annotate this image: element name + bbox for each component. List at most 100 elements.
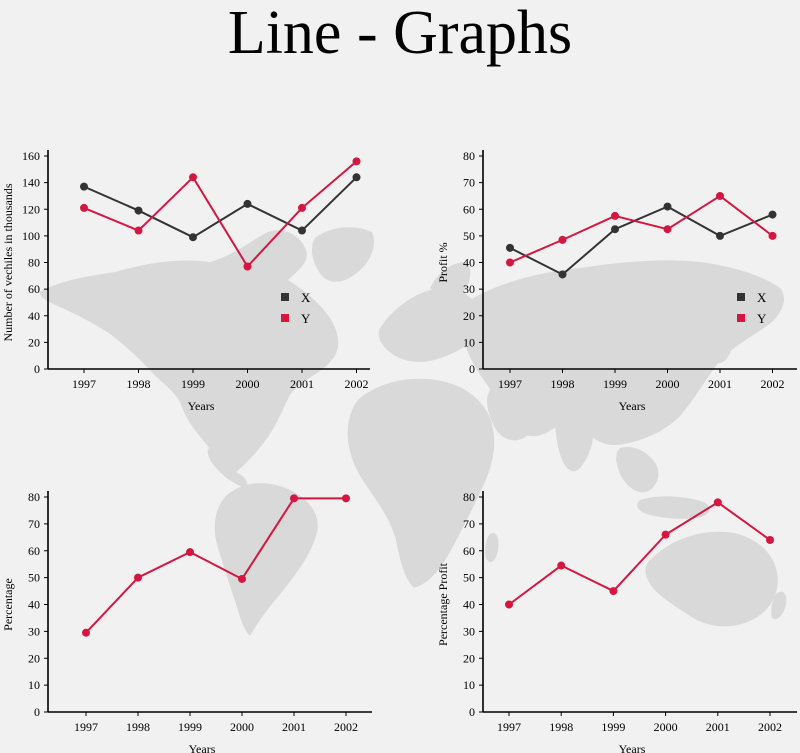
x-axis-label: Years <box>619 399 646 413</box>
map-india <box>555 402 594 472</box>
data-point <box>505 600 513 609</box>
map-africa <box>347 378 495 588</box>
y-tick-label: 50 <box>463 229 475 243</box>
y-tick-label: 140 <box>22 176 40 190</box>
y-tick-label: 160 <box>22 149 40 163</box>
y-tick-label: 60 <box>463 202 475 216</box>
data-point <box>768 210 777 219</box>
data-point <box>352 157 361 166</box>
x-tick-label: 2002 <box>758 720 782 734</box>
x-axis-label: Years <box>619 742 646 753</box>
y-axis-label: Number of vechiles in thousands <box>1 183 15 341</box>
x-tick-label: 1997 <box>72 377 96 391</box>
y-tick-label: 40 <box>28 598 40 612</box>
data-point <box>352 173 361 182</box>
chart-3: 0 10 20 30 40 50 60 70 80 1997 1998 1999 2000 2001 200… <box>1 490 372 753</box>
series-line <box>85 497 346 634</box>
data-point <box>134 573 142 582</box>
x-axis-label: Years <box>189 742 216 753</box>
data-point <box>186 548 194 557</box>
y-tick-label: 0 <box>34 362 40 376</box>
series-line <box>83 160 358 269</box>
x-tick-label: 1998 <box>549 720 573 734</box>
x-tick-label: 1998 <box>126 720 150 734</box>
data-point <box>80 203 88 212</box>
data-point <box>611 225 619 234</box>
legend-label: X <box>301 290 311 305</box>
data-point <box>663 202 672 211</box>
y-tick-label: 80 <box>28 256 40 270</box>
x-tick-label: 1997 <box>497 720 521 734</box>
map-north-america <box>40 230 339 478</box>
x-axis-label: Years <box>188 399 215 413</box>
x-tick-label: 2001 <box>282 720 306 734</box>
data-point <box>134 206 143 215</box>
data-point <box>82 628 90 637</box>
legend-swatch <box>281 293 289 301</box>
legend-label: Y <box>757 311 767 326</box>
data-point <box>298 226 306 235</box>
y-axis-label: Percentage Profit <box>436 562 450 646</box>
data-point <box>609 587 618 596</box>
y-axis-label: Percentage <box>1 578 15 631</box>
data-point <box>663 225 672 234</box>
y-tick-label: 30 <box>463 282 475 296</box>
data-point <box>189 233 197 242</box>
y-tick-label: 20 <box>28 651 40 665</box>
x-tick-label: 2002 <box>334 720 358 734</box>
y-tick-label: 70 <box>463 517 475 531</box>
y-tick-label: 50 <box>28 571 40 585</box>
data-point <box>506 258 514 267</box>
x-tick-label: 2000 <box>230 720 254 734</box>
y-tick-label: 20 <box>28 335 40 349</box>
x-tick-label: 1999 <box>601 720 625 734</box>
map-indonesia <box>637 496 710 519</box>
data-point <box>557 561 566 570</box>
data-point <box>80 182 88 191</box>
y-tick-label: 40 <box>28 309 40 323</box>
x-tick-label: 1998 <box>127 377 151 391</box>
data-point <box>243 262 252 271</box>
y-tick-label: 30 <box>28 624 40 638</box>
series-line <box>509 205 773 276</box>
x-tick-label: 2000 <box>656 377 680 391</box>
map-south-america <box>214 483 318 636</box>
series-line <box>83 176 358 239</box>
data-point <box>713 498 722 507</box>
map-asia <box>463 260 785 446</box>
x-tick-label: 2001 <box>706 720 730 734</box>
map-arabia <box>487 388 537 441</box>
data-point <box>342 494 350 503</box>
data-point <box>189 173 197 182</box>
y-tick-label: 60 <box>28 544 40 558</box>
data-point <box>243 199 252 208</box>
map-southeast-asia <box>616 446 659 493</box>
data-point <box>290 494 298 503</box>
series-line <box>508 501 771 606</box>
data-point <box>716 191 724 200</box>
data-point <box>766 536 774 544</box>
x-tick-label: 1997 <box>498 377 522 391</box>
map-central-america <box>207 448 248 488</box>
data-point <box>768 231 777 240</box>
legend-label: X <box>757 290 767 305</box>
x-tick-label: 1999 <box>178 720 202 734</box>
legend-swatch <box>737 314 745 322</box>
map-madagascar <box>485 532 499 563</box>
map-greenland <box>311 227 375 282</box>
y-tick-label: 10 <box>28 678 40 692</box>
data-point <box>558 235 567 244</box>
y-tick-label: 0 <box>34 705 40 719</box>
y-tick-label: 40 <box>463 256 475 270</box>
data-point <box>558 270 567 279</box>
y-tick-label: 30 <box>463 624 475 638</box>
x-tick-label: 1999 <box>603 377 627 391</box>
y-tick-label: 10 <box>463 678 475 692</box>
y-tick-label: 50 <box>463 571 475 585</box>
y-tick-label: 80 <box>463 149 475 163</box>
data-point <box>238 574 246 583</box>
chart-4: 0 10 20 30 40 50 60 70 80 1997 1998 1999 2000 2001 200… <box>436 490 797 753</box>
x-tick-label: 2002 <box>761 377 785 391</box>
